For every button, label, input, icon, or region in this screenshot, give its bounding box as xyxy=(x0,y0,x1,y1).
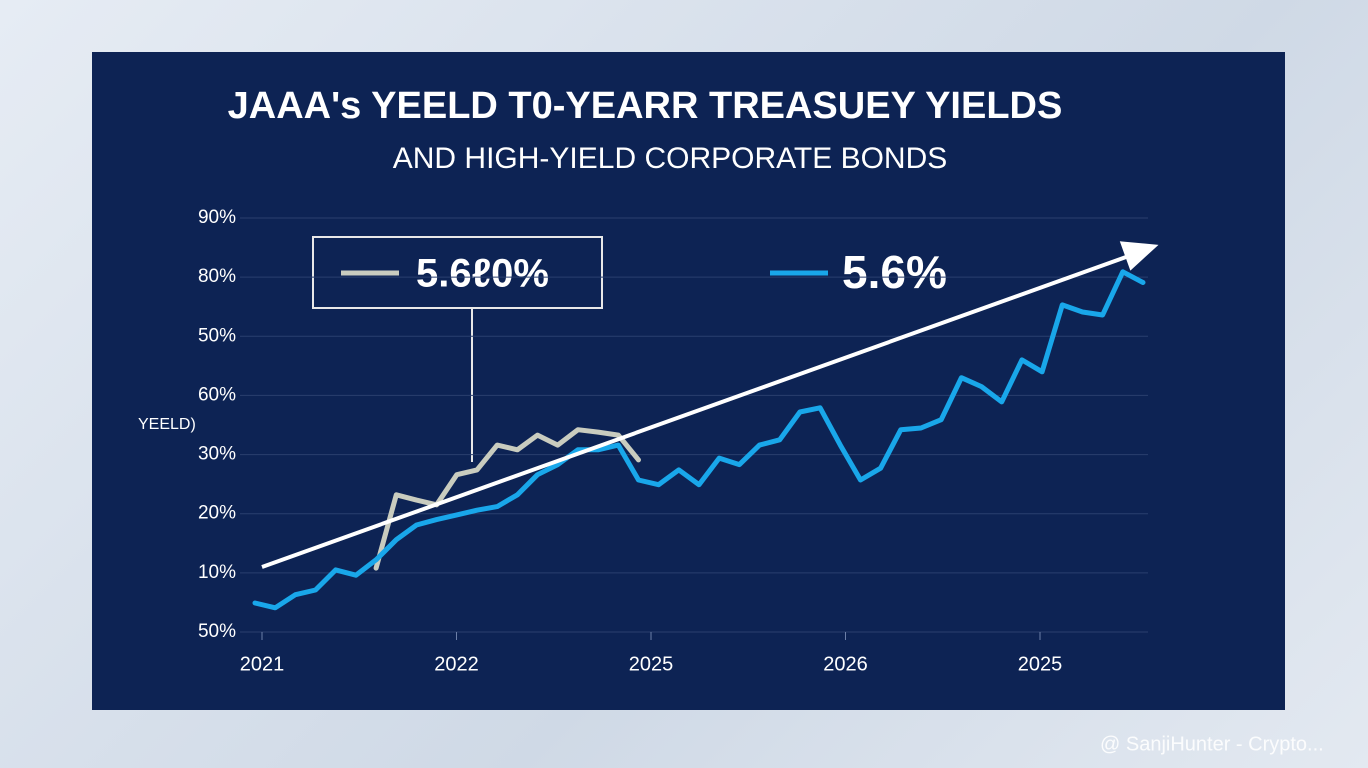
y-tick-label: 50% xyxy=(198,325,236,346)
arrow-head xyxy=(1119,241,1159,271)
series-line xyxy=(373,427,641,571)
watermark: @ SanjiHunter - Crypto... xyxy=(1100,733,1324,755)
y-tick-label: 10% xyxy=(198,562,236,583)
x-tick-label: 2025 xyxy=(1018,653,1063,675)
x-tick-label: 2022 xyxy=(434,653,479,675)
series-line xyxy=(252,269,1146,611)
chart-title: JAAA's YEELD T0-YEARR TREASUEY YIELDS xyxy=(228,85,1063,127)
y-tick-label: 90% xyxy=(198,207,236,228)
legend-label: 5.6% xyxy=(842,246,947,298)
y-tick-label: 50% xyxy=(198,621,236,642)
x-tick-label: 2021 xyxy=(240,653,285,675)
y-tick-label: 20% xyxy=(198,503,236,524)
y-tick-label: 30% xyxy=(198,444,236,465)
legend-label: 5.6ℓ0% xyxy=(416,252,549,296)
y-tick-label: 80% xyxy=(198,266,236,287)
chart-subtitle: AND HIGH-YIELD CORPORATE BONDS xyxy=(393,142,948,175)
trend-arrow xyxy=(261,250,1141,569)
plot: 90%80%50%60%30%20%10%50%2021 2022 2025 2026… xyxy=(198,207,1148,675)
y-tick-label: 60% xyxy=(198,384,236,405)
y-axis-label: YEELD) xyxy=(138,416,196,433)
legend-box xyxy=(312,236,603,309)
x-tick-label: 2025 xyxy=(629,653,674,675)
x-tick-label: 2026 xyxy=(823,653,868,675)
